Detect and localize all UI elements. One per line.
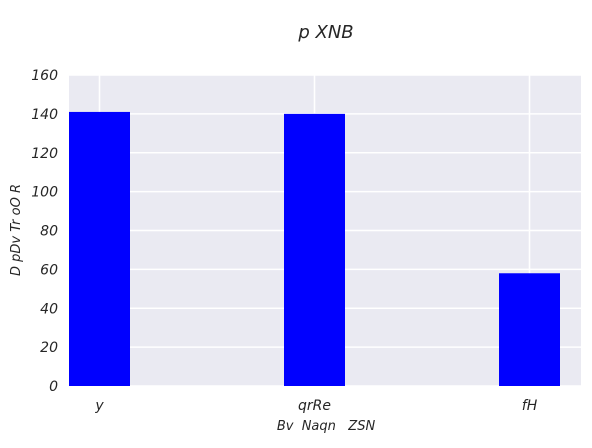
y-tick-label: 160: [31, 68, 58, 84]
y-tick-label: 120: [31, 146, 58, 162]
y-tick-label: 0: [49, 379, 58, 395]
y-tick-label: 20: [40, 340, 58, 356]
x-tick-label: y: [94, 398, 104, 414]
bars: [69, 111, 560, 387]
y-tick-label: 80: [40, 224, 58, 240]
x-axis-ticks: y qrRe fH: [94, 398, 537, 414]
y-tick-label: 40: [40, 301, 58, 317]
bar-qrRe: [284, 113, 345, 386]
y-tick-label: 140: [31, 107, 58, 123]
x-tick-label: fH: [522, 398, 538, 414]
y-axis-label: D pDv Tr oO R: [9, 184, 24, 276]
bar-fH: [499, 273, 560, 386]
x-tick-label: qrRe: [298, 398, 331, 414]
bar-y: [69, 111, 130, 387]
y-tick-label: 100: [31, 185, 58, 201]
chart-title: p XNB: [297, 22, 353, 43]
y-axis-ticks: 0 20 40 60 80 100 120 140 160: [31, 68, 58, 395]
y-tick-label: 60: [40, 262, 58, 278]
x-axis-label: Bv Naqn ZSN: [277, 419, 376, 434]
